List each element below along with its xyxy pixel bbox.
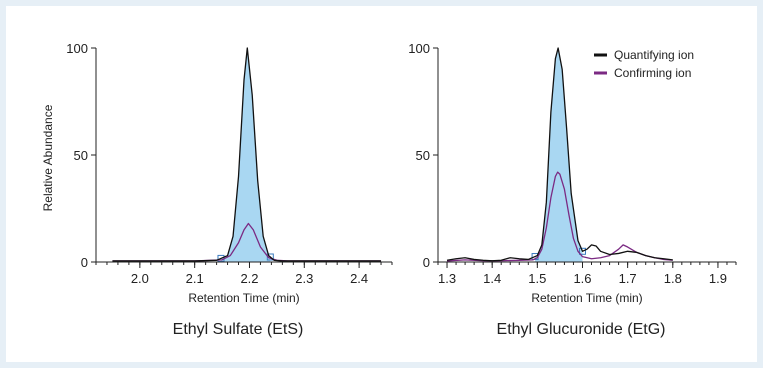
ets-chart: 0 50 100 2.0 2.1 2.2 2.3 2.4 Retention Time (min… bbox=[66, 41, 393, 338]
x-tick-label: 1.6 bbox=[573, 271, 591, 286]
y-tick-label: 0 bbox=[81, 255, 88, 270]
integrated-peak-area bbox=[220, 48, 271, 262]
chart-title: Ethyl Sulfate (EtS) bbox=[173, 321, 304, 338]
x-tick-label: 2.0 bbox=[131, 271, 149, 286]
x-tick-label: 2.2 bbox=[240, 271, 258, 286]
x-tick-label: 2.1 bbox=[186, 271, 204, 286]
y-tick-label: 100 bbox=[408, 41, 430, 56]
chart-title: Ethyl Glucuronide (EtG) bbox=[497, 321, 666, 338]
x-tick-label: 1.9 bbox=[709, 271, 727, 286]
x-tick-label: 1.3 bbox=[438, 271, 456, 286]
chart-canvas: 0 50 100 2.0 2.1 2.2 2.3 2.4 Retention Time (min… bbox=[41, 41, 737, 338]
integrated-peak-area bbox=[535, 48, 583, 262]
x-tick-label: 1.5 bbox=[528, 271, 546, 286]
x-tick-label: 1.7 bbox=[619, 271, 637, 286]
chromatogram-figure: 0 50 100 2.0 2.1 2.2 2.3 2.4 Retention Time (min… bbox=[6, 6, 757, 362]
x-tick-label: 2.4 bbox=[350, 271, 368, 286]
legend: Quantifying ion Confirming ion bbox=[594, 48, 694, 80]
integration-end-marker bbox=[578, 247, 586, 255]
x-axis-title: Retention Time (min) bbox=[531, 291, 642, 305]
legend-label-confirming: Confirming ion bbox=[614, 66, 691, 80]
legend-label-quantifying: Quantifying ion bbox=[614, 48, 694, 62]
etg-chart: 0 50 100 1.3 1.4 1.5 1.6 1.7 1.8 1.9 Retention Tim… bbox=[408, 41, 737, 338]
y-axis-title: Relative Abundance bbox=[41, 104, 55, 211]
y-tick-label: 50 bbox=[416, 148, 430, 163]
x-tick-label: 2.3 bbox=[295, 271, 313, 286]
quantifying-ion-trace bbox=[112, 47, 382, 262]
x-tick-label: 1.8 bbox=[664, 271, 682, 286]
y-tick-label: 0 bbox=[423, 255, 430, 270]
x-tick-label: 1.4 bbox=[483, 271, 501, 286]
y-tick-label: 50 bbox=[74, 148, 88, 163]
y-tick-label: 100 bbox=[66, 41, 88, 56]
x-axis-title: Retention Time (min) bbox=[188, 291, 299, 305]
quantifying-ion-trace bbox=[446, 47, 673, 262]
